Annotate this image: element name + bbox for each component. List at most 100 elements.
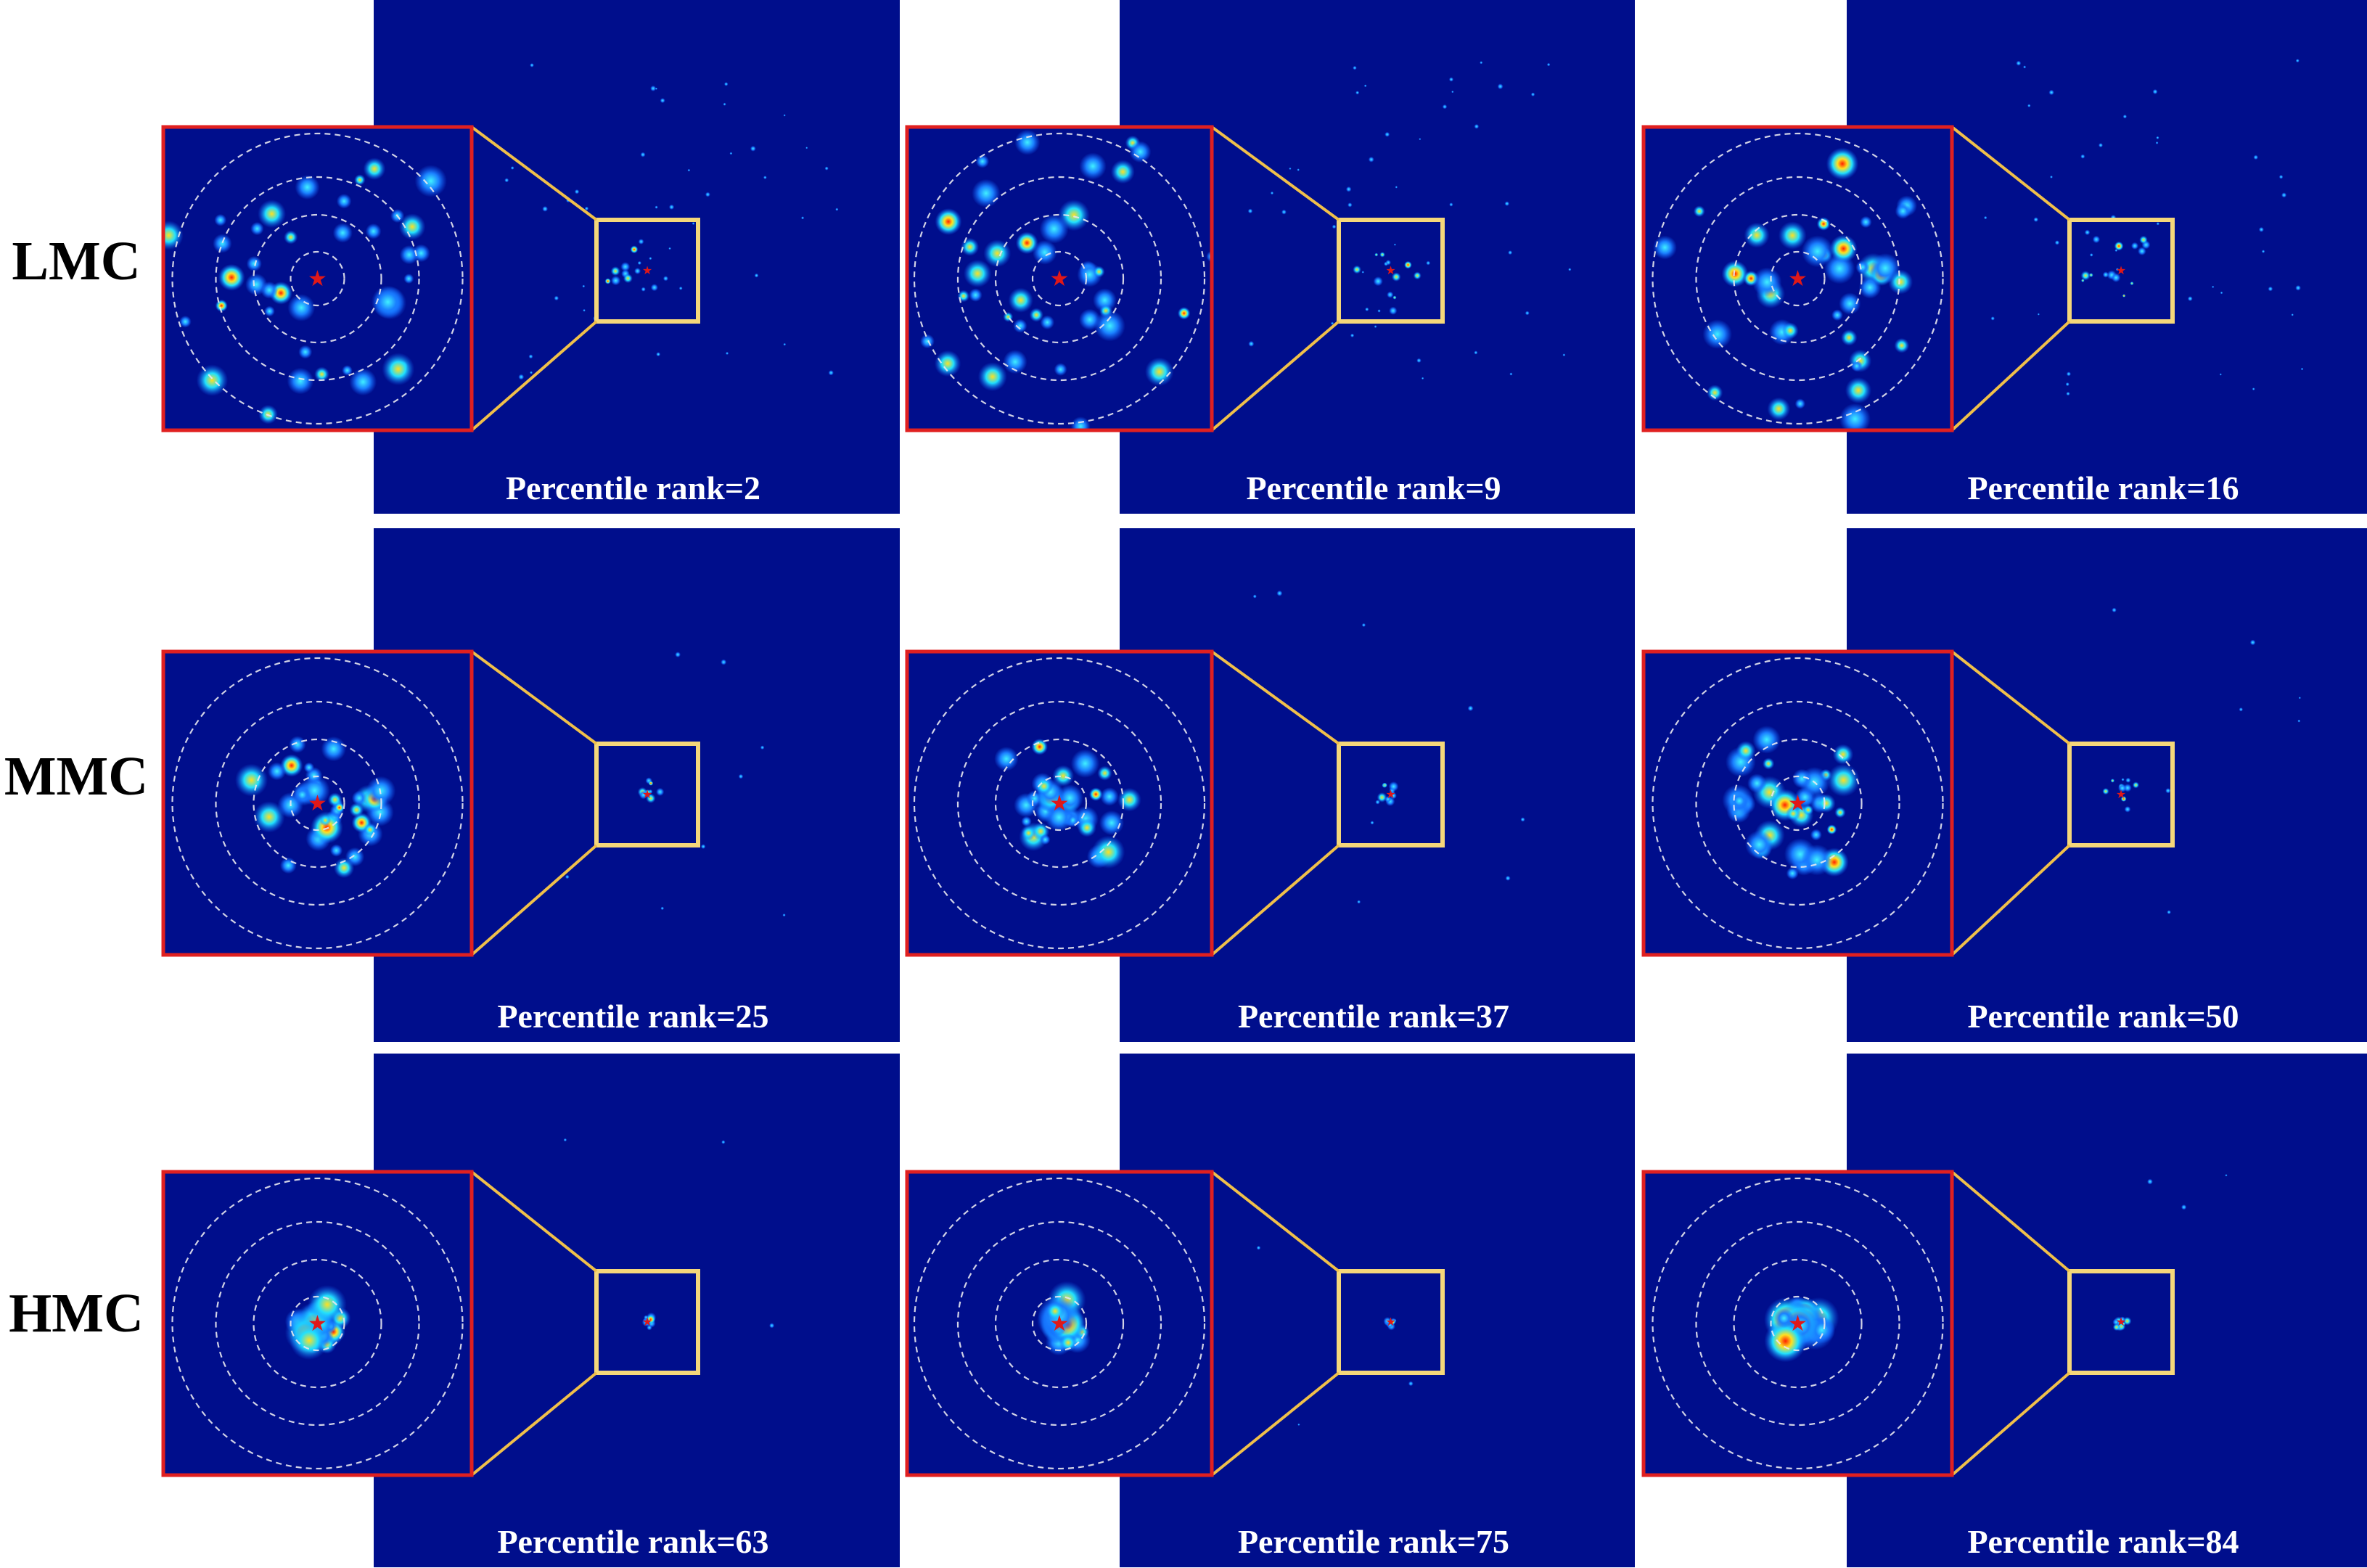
heat-blob [253, 801, 285, 833]
heat-blob [1870, 253, 1900, 284]
distance-ring [1733, 213, 1863, 344]
connector-line-top [470, 126, 598, 221]
heat-blob [1568, 268, 1572, 271]
panel-8: ★ ★ Percentile rank=75 [905, 1054, 1635, 1567]
zoom-inset: ★ [905, 125, 1214, 432]
heat-blob [1383, 1317, 1392, 1326]
heat-blob [969, 288, 983, 302]
inset-heatmap: ★ [163, 132, 464, 425]
inset-border [161, 125, 474, 432]
connector-line-top [470, 1170, 598, 1273]
distance-ring [1652, 132, 1944, 425]
panel-5: ★ ★ Percentile rank=37 [905, 528, 1635, 1042]
heat-blob [782, 914, 786, 917]
panel-7: ★ ★ Percentile rank=63 [161, 1054, 900, 1567]
zoom-inset: ★ [905, 1170, 1214, 1477]
heat-blob [1451, 90, 1454, 94]
center-star-icon: ★ [308, 792, 327, 816]
heat-blob [1393, 243, 1396, 246]
heat-blob [1374, 253, 1379, 257]
heat-blob [1377, 792, 1387, 803]
heat-blob [1032, 239, 1057, 265]
heat-blob [2098, 143, 2104, 148]
heat-blob [2125, 777, 2131, 783]
heat-blob [1248, 340, 1255, 347]
heat-blob [1829, 234, 1858, 263]
heat-blob [1707, 385, 1723, 401]
distance-ring [1031, 775, 1088, 832]
heat-blob [1361, 623, 1366, 628]
heat-blob [1480, 61, 1483, 65]
heat-blob [1736, 741, 1756, 761]
heat-blob [1355, 91, 1360, 95]
heat-blob [1855, 260, 1870, 274]
center-star-icon: ★ [2116, 1316, 2126, 1329]
heat-blob [2147, 1178, 2153, 1185]
heat-blob [1826, 763, 1861, 797]
inset-border [161, 1170, 474, 1477]
heat-blob [1983, 216, 1987, 220]
heat-blob [1389, 306, 1398, 315]
heat-blob [1059, 1334, 1078, 1352]
heat-blob [634, 268, 641, 274]
heat-blob [398, 213, 426, 240]
heat-blob [2122, 114, 2128, 119]
heat-blob [1395, 186, 1398, 189]
heat-blob [336, 194, 352, 209]
center-star-icon: ★ [308, 267, 327, 291]
distance-ring [1770, 775, 1826, 832]
heat-blob [298, 345, 313, 359]
heat-blob [2037, 313, 2040, 316]
zoom-box [2067, 218, 2175, 324]
heat-blob [2027, 104, 2031, 107]
heat-blob [349, 803, 364, 818]
center-star-icon: ★ [2116, 265, 2126, 277]
panel-caption: Percentile rank=63 [497, 1523, 768, 1560]
panel-9: ★ ★ Percentile rank=84 [1641, 1054, 2367, 1567]
heat-blob [1368, 156, 1374, 163]
heat-blob [2212, 285, 2215, 289]
heat-blob [1385, 260, 1391, 266]
heat-blob [2102, 787, 2109, 795]
heat-blob [529, 371, 533, 374]
zoom-box [1337, 218, 1445, 324]
heat-blob [1350, 333, 1355, 337]
connector-line-top [1950, 1170, 2071, 1273]
heat-blob [644, 1315, 649, 1320]
heat-blob [333, 858, 355, 879]
heat-blob [311, 811, 343, 844]
heat-blob [268, 762, 287, 781]
heat-blob [1816, 217, 1831, 231]
panel-2: ★ ★ Percentile rank=9 [905, 0, 1635, 514]
heat-blob [528, 354, 533, 359]
heat-blob [1525, 311, 1530, 316]
heat-blob [2080, 279, 2085, 283]
inset-border [1641, 1170, 1954, 1477]
heat-blob [542, 206, 549, 212]
center-star-icon: ★ [308, 1312, 327, 1336]
heat-blob [2253, 155, 2259, 160]
distance-ring [171, 132, 464, 425]
heat-blob [1839, 403, 1871, 430]
center-star-icon: ★ [1050, 1312, 1070, 1336]
row-label-hmc: HMC [9, 1283, 144, 1344]
heat-blob [2138, 247, 2146, 255]
heat-blob [1144, 357, 1174, 387]
distance-ring [1770, 1295, 1826, 1352]
heat-blob [668, 204, 675, 210]
heat-blob [1426, 260, 1431, 266]
heat-blob [1099, 810, 1125, 836]
heat-blob [354, 174, 366, 186]
heat-blob [2066, 372, 2072, 377]
heat-blob [2117, 784, 2127, 793]
zoom-inset: ★ [1641, 1170, 1954, 1477]
zoom-inset: ★ [905, 649, 1214, 957]
heat-blob [1021, 816, 1032, 827]
heat-blob [646, 793, 656, 804]
heat-blob [1374, 325, 1377, 329]
heat-blob [687, 168, 691, 172]
heat-blob [1504, 201, 1510, 206]
heat-blob [1040, 315, 1055, 330]
heat-blob [2258, 226, 2264, 232]
